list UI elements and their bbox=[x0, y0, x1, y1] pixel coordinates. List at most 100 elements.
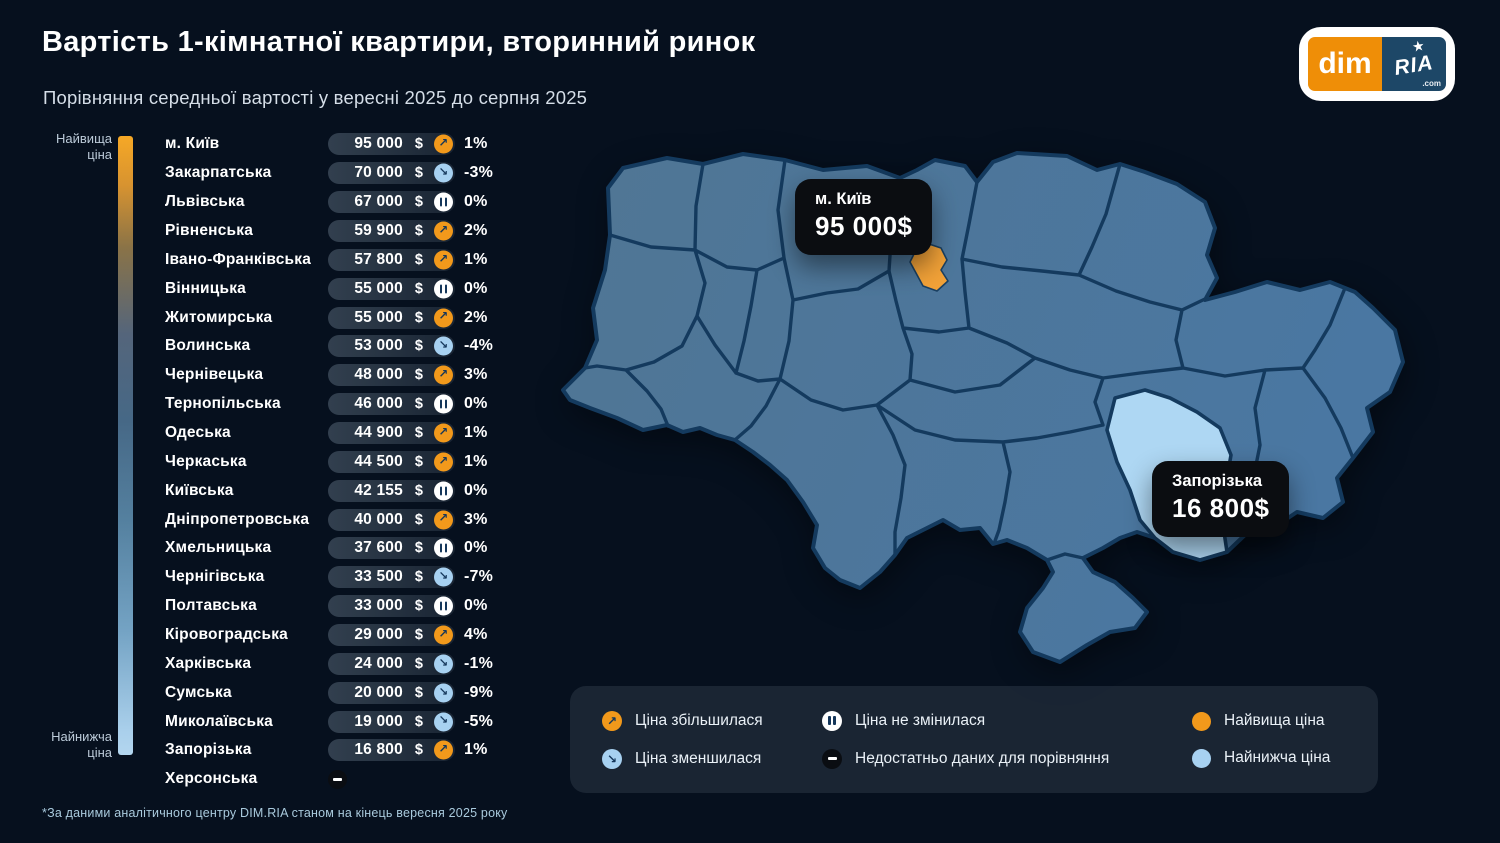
pause-bar bbox=[444, 486, 448, 496]
logo-ria-text: RIA bbox=[1393, 51, 1436, 80]
region-name: Житомирська bbox=[165, 308, 273, 326]
logo-dim-block: dim bbox=[1308, 37, 1382, 91]
region-row: Тернопільська 46 000 $0% bbox=[165, 390, 506, 419]
currency-symbol: $ bbox=[414, 540, 423, 557]
country-outline bbox=[561, 151, 1405, 664]
price-value: 16 800 bbox=[354, 741, 403, 759]
region-row: Сумська 20 000 $ ↘ -9% bbox=[165, 678, 506, 707]
price-pill: 53 000 $ ↘ bbox=[328, 335, 455, 358]
region-row: Житомирська 55 000 $ ↗ 2% bbox=[165, 303, 506, 332]
price-pill: 44 500 $ ↗ bbox=[328, 450, 455, 473]
price-pill: 46 000 $ bbox=[328, 393, 455, 416]
pause-bar bbox=[444, 197, 448, 207]
zaporizka-tooltip-region: Запорізька bbox=[1172, 472, 1263, 490]
currency-symbol: $ bbox=[414, 309, 423, 326]
region-name: Херсонська bbox=[165, 770, 258, 788]
currency-symbol: $ bbox=[414, 136, 423, 153]
trend-flat-icon bbox=[434, 596, 453, 616]
trend-down-icon: ↘ bbox=[602, 748, 622, 769]
price-pill: 67 000 $ bbox=[328, 191, 455, 214]
currency-symbol: $ bbox=[414, 338, 423, 355]
price-pill bbox=[328, 768, 455, 790]
zaporizka-tooltip: Запорізька 16 800$ bbox=[1152, 461, 1290, 537]
price-value: 29 000 bbox=[354, 626, 403, 644]
price-value: 24 000 bbox=[354, 654, 403, 672]
pause-bar bbox=[439, 197, 443, 207]
change-percent: 2% bbox=[464, 222, 488, 239]
price-pill: 24 000 $ ↘ bbox=[328, 652, 455, 675]
change-percent: 0% bbox=[464, 481, 488, 499]
legend-item: Найвища ціна bbox=[1192, 711, 1330, 731]
region-name: Дніпропетровська bbox=[165, 510, 310, 528]
trend-down-icon: ↘ bbox=[434, 683, 453, 703]
change-percent: -9% bbox=[464, 683, 494, 701]
region-row: Черкаська 44 500 $ ↗ 1% bbox=[165, 447, 506, 476]
region-row: Вінницька 55 000 $0% bbox=[165, 274, 506, 303]
price-pill: 44 900 $ ↗ bbox=[328, 422, 455, 445]
trend-flat-icon bbox=[822, 710, 842, 731]
currency-symbol: $ bbox=[414, 742, 423, 759]
legend-item: ↘ Ціна зменшилася bbox=[602, 748, 763, 769]
pause-bar bbox=[828, 716, 831, 725]
change-percent: 1% bbox=[464, 452, 488, 470]
region-row: Івано-Франківська 57 800 $ ↗ 1% bbox=[165, 245, 506, 274]
region-name: Кіровоградська bbox=[165, 626, 289, 644]
lowest-price-dot-icon bbox=[1192, 748, 1211, 768]
change-percent: 0% bbox=[464, 279, 488, 297]
region-row: Рівненська 59 900 $ ↗ 2% bbox=[165, 217, 506, 246]
logo-com-text: .com bbox=[1422, 79, 1441, 88]
price-value: 44 500 bbox=[354, 452, 403, 470]
currency-symbol: $ bbox=[414, 251, 423, 268]
change-percent: 0% bbox=[464, 539, 488, 557]
price-value: 20 000 bbox=[354, 683, 403, 701]
currency-symbol: $ bbox=[414, 655, 423, 672]
trend-up-icon: ↗ bbox=[434, 510, 453, 530]
change-percent: 1% bbox=[464, 250, 488, 268]
region-row: м. Київ 95 000 $ ↗ 1% bbox=[165, 130, 506, 159]
legend-label: Недостатньо даних для порівняння bbox=[855, 749, 1110, 767]
price-pill: 19 000 $ ↘ bbox=[328, 710, 455, 733]
change-percent: 0% bbox=[464, 395, 488, 413]
price-value: 57 800 bbox=[354, 250, 403, 268]
region-row: Київська 42 155 $0% bbox=[165, 476, 506, 505]
region-name: Івано-Франківська bbox=[165, 250, 312, 268]
price-value: 40 000 bbox=[354, 510, 403, 528]
region-name: Запорізька bbox=[165, 741, 252, 759]
source-footnote: *За даними аналітичного центру DIM.RIA с… bbox=[42, 806, 508, 820]
pause-bar bbox=[833, 716, 836, 725]
price-value: 48 000 bbox=[354, 366, 403, 384]
currency-symbol: $ bbox=[414, 511, 423, 528]
pause-bar bbox=[444, 399, 448, 409]
trend-up-icon: ↗ bbox=[434, 221, 453, 241]
region-row: Закарпатська 70 000 $ ↘ -3% bbox=[165, 159, 506, 188]
trend-none-icon bbox=[822, 748, 842, 769]
trend-up-icon: ↗ bbox=[434, 452, 453, 472]
region-row: Кіровоградська 29 000 $ ↗ 4% bbox=[165, 621, 506, 650]
currency-symbol: $ bbox=[414, 367, 423, 384]
region-price-list: м. Київ 95 000 $ ↗ 1% Закарпатська 70 000 $ ↘ -3%… bbox=[165, 130, 506, 794]
trend-down-icon: ↘ bbox=[434, 567, 453, 587]
region-name: Чернігівська bbox=[165, 568, 265, 586]
trend-flat-icon bbox=[434, 192, 453, 212]
currency-symbol: $ bbox=[414, 425, 423, 442]
region-name: Хмельницька bbox=[165, 539, 272, 557]
region-row: Херсонська bbox=[165, 765, 506, 794]
price-value: 67 000 bbox=[354, 193, 403, 211]
legend-item: Недостатньо даних для порівняння bbox=[822, 748, 1110, 769]
scale-highest-label: Найвища ціна bbox=[56, 131, 112, 163]
region-name: Закарпатська bbox=[165, 164, 272, 182]
trend-none-icon bbox=[328, 769, 347, 789]
region-name: Волинська bbox=[165, 337, 251, 355]
trend-flat-icon bbox=[434, 279, 453, 299]
pause-bar bbox=[444, 543, 448, 553]
region-row: Чернігівська 33 500 $ ↘ -7% bbox=[165, 563, 506, 592]
logo-ria-block: ★ RIA .com bbox=[1382, 37, 1446, 91]
region-name: Вінницька bbox=[165, 279, 246, 297]
oblast-borders bbox=[583, 158, 1355, 562]
currency-symbol: $ bbox=[414, 194, 423, 211]
price-value: 37 600 bbox=[354, 539, 403, 557]
price-pill: 48 000 $ ↗ bbox=[328, 364, 455, 387]
region-name: м. Київ bbox=[165, 135, 220, 153]
region-row: Львівська 67 000 $0% bbox=[165, 188, 506, 217]
